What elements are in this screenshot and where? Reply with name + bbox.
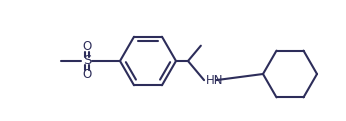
Text: O: O	[82, 41, 92, 53]
Text: HN: HN	[206, 74, 224, 87]
Text: S: S	[83, 54, 91, 68]
Text: O: O	[82, 68, 92, 82]
